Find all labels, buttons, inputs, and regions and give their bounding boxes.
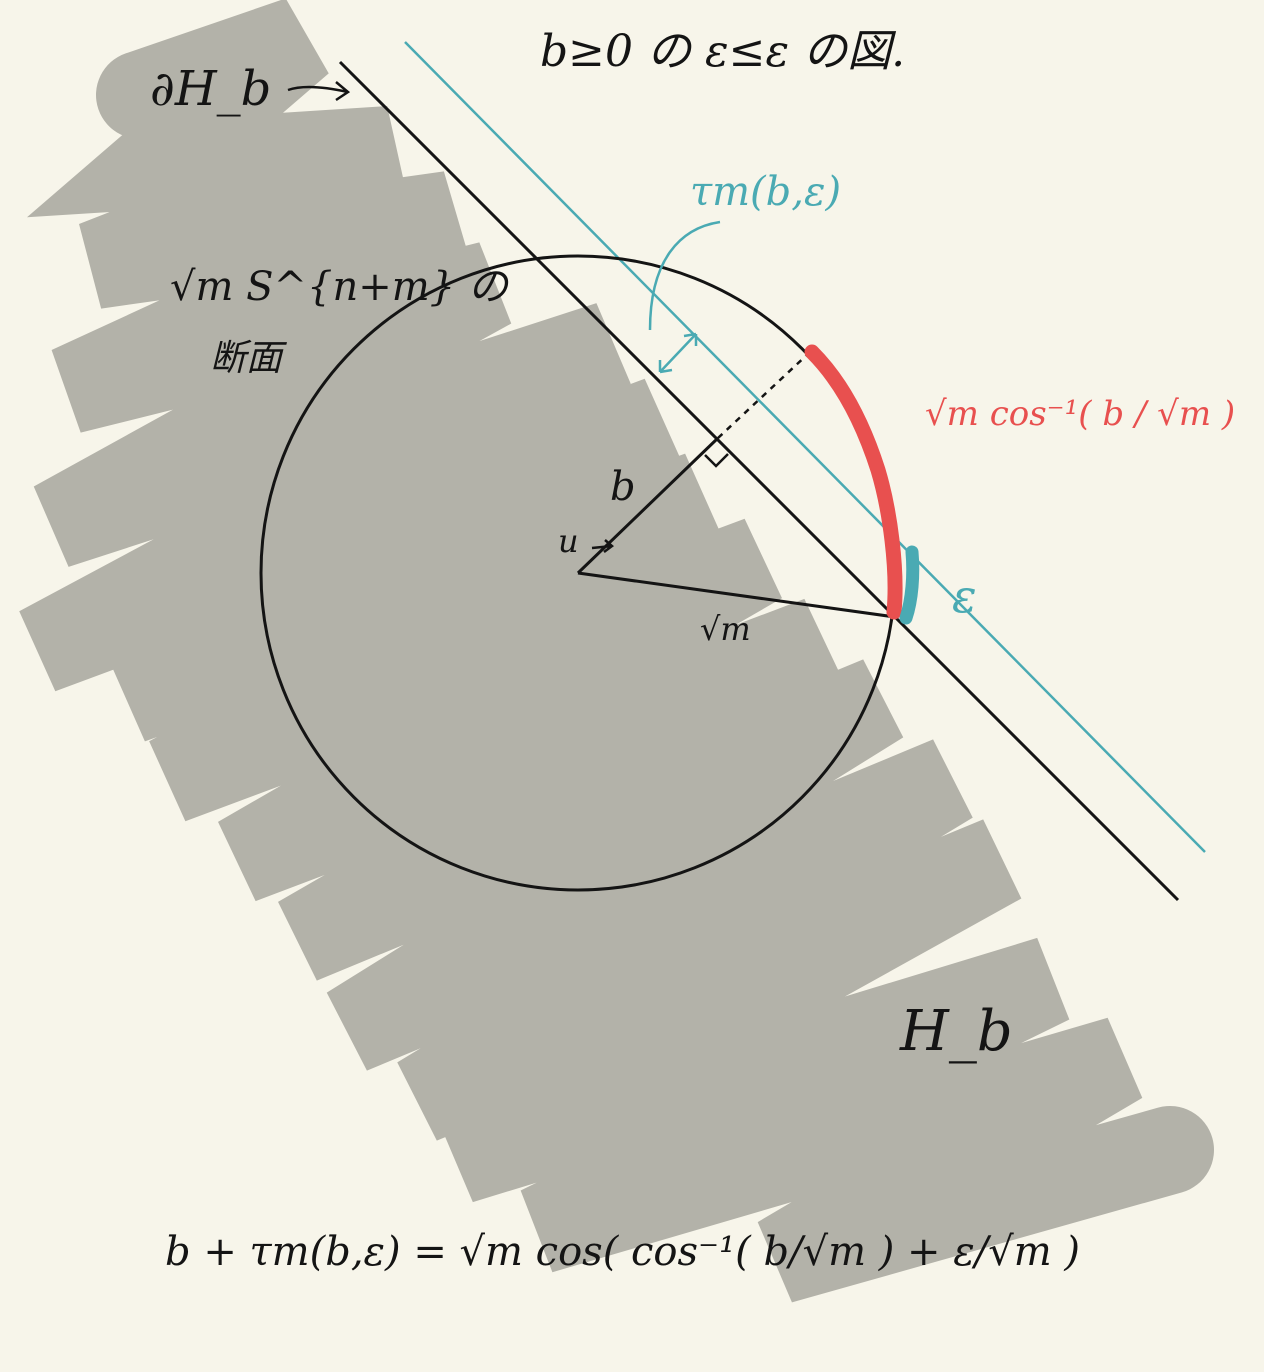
epsilon-label: ε <box>952 569 977 623</box>
shifted-line <box>404 41 1206 853</box>
dashed-extension <box>717 351 811 439</box>
epsilon-arc <box>899 545 920 625</box>
boundary-label: ∂H_b <box>150 61 271 117</box>
tau-pointer-curve <box>648 220 721 331</box>
red-arc <box>804 344 903 620</box>
tau-double-arrow-icon <box>658 332 698 374</box>
right-angle-mark <box>704 453 729 468</box>
sphere-label-line1: √m S^{n+m} の <box>170 264 510 310</box>
formula: b + τm(b,ε) = √m cos( cos⁻¹( b/√m ) + ε/… <box>165 1229 1080 1275</box>
sphere-label-line2: 断面 <box>210 338 287 379</box>
boundary-arrow-icon <box>287 81 351 102</box>
b-label: b <box>610 464 636 510</box>
boundary-line <box>338 60 1180 902</box>
radius-segment <box>577 571 896 619</box>
tau-label: τm(b,ε) <box>690 169 841 215</box>
u-arrow-icon <box>591 539 614 553</box>
halfspace-shading <box>19 0 1214 1303</box>
halfspace-label: H_b <box>899 999 1013 1064</box>
diagram-title: b≥0 の ε≤ε の図. <box>540 26 905 77</box>
u-label: u <box>558 522 579 560</box>
arc-length-label: √m cos⁻¹( b / √m ) <box>925 394 1235 434</box>
radius-label: √m <box>700 610 751 648</box>
normal-segment <box>576 436 720 575</box>
